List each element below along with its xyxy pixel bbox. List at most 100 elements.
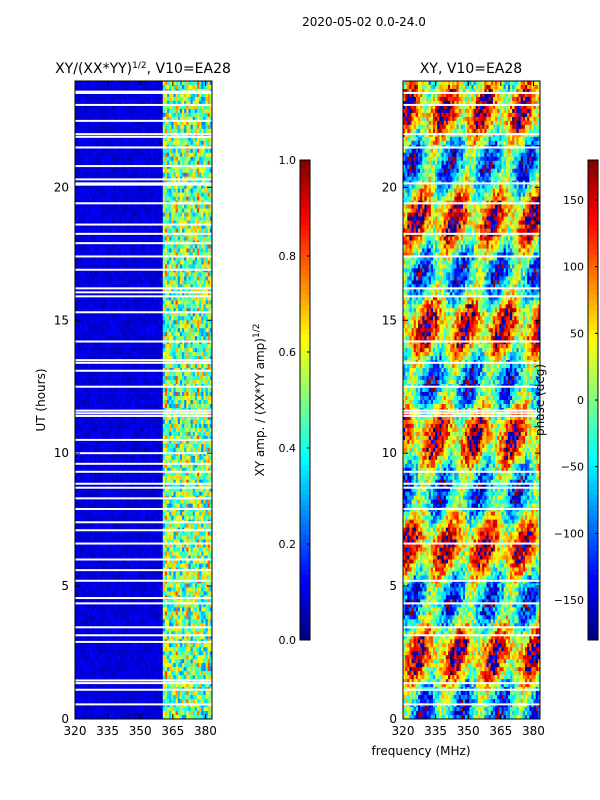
- amp-cell: [199, 92, 202, 98]
- amp-cell: [207, 148, 211, 154]
- amp-cell: [171, 108, 174, 114]
- amp-cell: [203, 228, 206, 233]
- amp-cell: [158, 216, 162, 221]
- amp-cell: [107, 256, 110, 261]
- amp-cell: [113, 280, 117, 285]
- amp-cell: [179, 248, 183, 253]
- amp-cell: [194, 168, 198, 174]
- amp-cell: [152, 260, 155, 265]
- amp-cell: [169, 184, 172, 190]
- amp-cell: [177, 284, 181, 289]
- amp-cell: [137, 288, 140, 293]
- amp-cell: [152, 100, 155, 106]
- amp-cell: [109, 120, 112, 126]
- amp-cell: [164, 284, 168, 289]
- amp-cell: [113, 296, 117, 301]
- amp-cell: [162, 236, 166, 241]
- amp-cell: [77, 116, 80, 122]
- amp-cell: [126, 292, 129, 297]
- amp-cell: [186, 292, 189, 297]
- amp-cell: [113, 292, 117, 297]
- amp-cell: [201, 352, 204, 357]
- amp-cell: [104, 284, 108, 289]
- amp-cell: [94, 352, 97, 357]
- amp-cell: [173, 352, 177, 357]
- amp-cell: [111, 100, 114, 106]
- amp-cell: [107, 192, 110, 198]
- amp-cell: [164, 372, 168, 377]
- amp-cell: [139, 308, 142, 313]
- amp-cell: [205, 328, 209, 333]
- amp-cell: [175, 96, 179, 102]
- amp-cell: [175, 300, 179, 305]
- amp-cell: [119, 140, 123, 146]
- amp-cell: [203, 264, 206, 269]
- amp-cell: [119, 188, 123, 194]
- amp-cell: [139, 256, 142, 261]
- amp-cell: [75, 128, 78, 134]
- amp-cell: [194, 316, 198, 321]
- amp-heatmap: [75, 81, 213, 720]
- amp-cell: [177, 100, 181, 106]
- amp-cell: [119, 280, 123, 285]
- amp-cell: [162, 244, 166, 249]
- amp-cell: [173, 140, 177, 146]
- amp-cell: [128, 364, 132, 369]
- amp-cell: [139, 264, 142, 269]
- amp-cell: [192, 140, 196, 146]
- amp-cell: [115, 224, 119, 229]
- amp-cell: [87, 160, 91, 166]
- amp-cell: [171, 276, 174, 281]
- amp-cell: [201, 252, 204, 257]
- amp-cell: [124, 304, 127, 309]
- amp-cell: [162, 96, 166, 102]
- amp-cell: [126, 216, 129, 221]
- amp-cell: [201, 296, 204, 301]
- amp-cell: [173, 312, 177, 317]
- amp-cell: [167, 208, 170, 213]
- amp-cell: [77, 312, 80, 317]
- amp-cell: [94, 244, 97, 249]
- amp-cell: [205, 300, 209, 305]
- amp-cell: [100, 324, 104, 329]
- amp-cell: [145, 212, 149, 217]
- amp-cell: [160, 152, 164, 158]
- amp-cell: [203, 284, 206, 289]
- amp-cell: [94, 320, 97, 325]
- amp-cell: [128, 128, 132, 134]
- amp-cell: [143, 348, 147, 353]
- amp-cell: [113, 188, 117, 194]
- amp-cell: [167, 328, 170, 333]
- amp-cell: [162, 288, 166, 293]
- amp-cell: [115, 276, 119, 281]
- amp-cell: [81, 284, 84, 289]
- amp-cell: [190, 124, 194, 130]
- amp-cell: [197, 236, 200, 241]
- amp-cell: [89, 344, 93, 349]
- amp-cell: [85, 236, 89, 241]
- amp-cell: [81, 100, 84, 106]
- amp-cell: [92, 336, 95, 341]
- amp-cell: [100, 112, 104, 118]
- amp-cell: [139, 228, 142, 233]
- amp-cell: [124, 196, 127, 202]
- amp-cell: [122, 120, 125, 126]
- amp-cell: [137, 248, 140, 253]
- amp-cell: [115, 136, 119, 142]
- amp-cell: [92, 140, 95, 146]
- amp-cell: [209, 352, 213, 357]
- amp-cell: [119, 216, 123, 221]
- amp-cell: [122, 204, 125, 209]
- amp-cell: [104, 276, 108, 281]
- amp-cell: [130, 284, 134, 289]
- amp-cell: [75, 324, 78, 329]
- amp-cell: [154, 320, 157, 325]
- amp-cell: [167, 120, 170, 126]
- amp-cell: [85, 380, 89, 385]
- amp-cell: [107, 252, 110, 257]
- amp-cell: [147, 320, 151, 325]
- amp-cell: [79, 172, 82, 178]
- amp-cell: [98, 284, 102, 289]
- amp-cell: [160, 352, 164, 357]
- amp-cell: [89, 348, 93, 353]
